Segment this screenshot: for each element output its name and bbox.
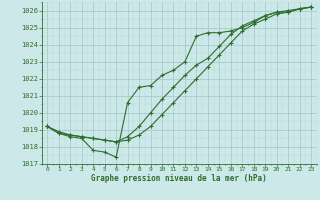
X-axis label: Graphe pression niveau de la mer (hPa): Graphe pression niveau de la mer (hPa) — [91, 174, 267, 183]
